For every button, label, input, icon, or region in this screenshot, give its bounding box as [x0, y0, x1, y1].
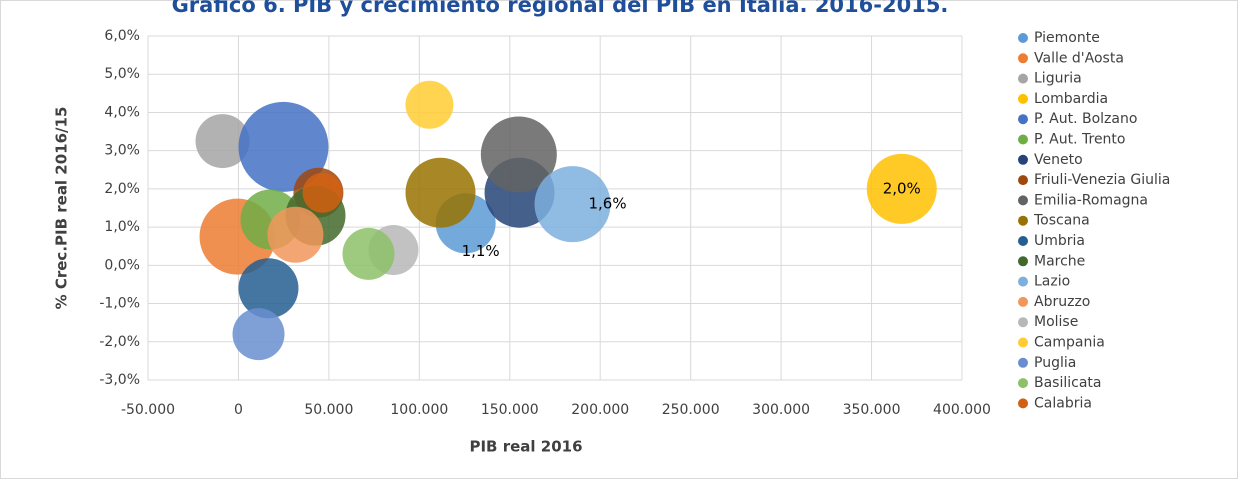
x-tick-label: -50.000	[121, 402, 175, 418]
y-tick-label: 1,0%	[104, 219, 140, 235]
legend-marker	[1018, 398, 1028, 409]
y-tick-label: -3,0%	[99, 372, 140, 388]
y-axis-title: % Crec.PIB real 2016/15	[53, 107, 71, 310]
bubble	[238, 101, 329, 192]
legend-marker	[1018, 215, 1028, 226]
bubble	[238, 258, 299, 319]
x-tick-label: 250.000	[662, 402, 720, 418]
legend-marker	[1018, 236, 1028, 246]
x-tick-label: 300.000	[752, 402, 810, 418]
legend-label: Piemonte	[1034, 30, 1100, 46]
y-tick-label: 2,0%	[104, 181, 140, 197]
y-tick-label: 4,0%	[104, 104, 140, 120]
bubble	[232, 308, 285, 361]
legend-label: Emilia-Romagna	[1034, 192, 1148, 208]
data-label: 2,0%	[883, 179, 921, 197]
bubble	[267, 206, 324, 263]
y-tick-label: 0,0%	[104, 257, 140, 273]
data-label: 1,1%	[462, 242, 500, 260]
legend-label: Calabria	[1034, 395, 1092, 411]
legend-marker	[1018, 134, 1028, 145]
bubble	[866, 153, 937, 224]
y-tick-label: 6,0%	[104, 28, 140, 44]
legend-marker	[1018, 296, 1028, 307]
x-tick-label: 100.000	[390, 402, 448, 418]
y-tick-label: -1,0%	[99, 296, 140, 312]
bubble	[195, 114, 250, 169]
legend-label: Friuli-Venezia Giulia	[1034, 172, 1170, 188]
legend-marker	[1018, 195, 1028, 206]
legend-marker	[1018, 73, 1028, 84]
legend-label: Campania	[1034, 335, 1105, 351]
legend-marker	[1018, 175, 1028, 186]
chart-title: Gráfico 6. PIB y crecimiento regional de…	[172, 0, 949, 17]
legend-label: Puglia	[1034, 355, 1076, 371]
legend-marker	[1018, 114, 1028, 125]
bubble	[342, 227, 395, 280]
x-tick-label: 350.000	[843, 402, 901, 418]
legend-label: P. Aut. Bolzano	[1034, 111, 1137, 127]
legend-marker	[1018, 93, 1028, 104]
bubble	[534, 166, 611, 243]
legend-label: Toscana	[1033, 213, 1090, 229]
x-axis-title: PIB real 2016	[469, 438, 582, 456]
legend-marker	[1018, 256, 1028, 267]
bubble	[405, 157, 476, 228]
bubble	[480, 116, 557, 193]
legend-label: P. Aut. Trento	[1034, 132, 1126, 148]
legend-label: Valle d'Aosta	[1034, 50, 1124, 66]
legend-label: Basilicata	[1034, 375, 1102, 391]
legend-label: Lombardia	[1034, 91, 1108, 107]
bubble	[302, 172, 343, 213]
legend-marker	[1018, 33, 1028, 43]
legend-marker	[1018, 317, 1028, 328]
x-tick-label: 50.000	[304, 402, 353, 418]
legend-marker	[1018, 53, 1028, 64]
legend-marker	[1018, 276, 1028, 287]
legend-label: Molise	[1034, 314, 1078, 330]
legend-label: Marche	[1034, 253, 1085, 269]
bubble	[405, 80, 454, 129]
x-tick-label: 150.000	[481, 402, 539, 418]
x-tick-label: 400.000	[933, 402, 991, 418]
data-label: 1,6%	[588, 195, 626, 213]
legend-label: Veneto	[1034, 152, 1083, 168]
legend-label: Umbria	[1034, 233, 1085, 249]
y-tick-label: 3,0%	[104, 143, 140, 159]
y-tick-label: 5,0%	[104, 66, 140, 82]
legend-label: Abruzzo	[1034, 294, 1090, 310]
legend-label: Liguria	[1034, 71, 1082, 87]
x-tick-label: 0	[234, 402, 243, 418]
legend-marker	[1018, 357, 1028, 368]
legend-marker	[1018, 337, 1028, 348]
legend-label: Lazio	[1034, 274, 1070, 290]
legend-marker	[1018, 378, 1028, 389]
y-tick-label: -2,0%	[99, 334, 140, 350]
legend-marker	[1018, 154, 1028, 165]
x-tick-label: 200.000	[571, 402, 629, 418]
